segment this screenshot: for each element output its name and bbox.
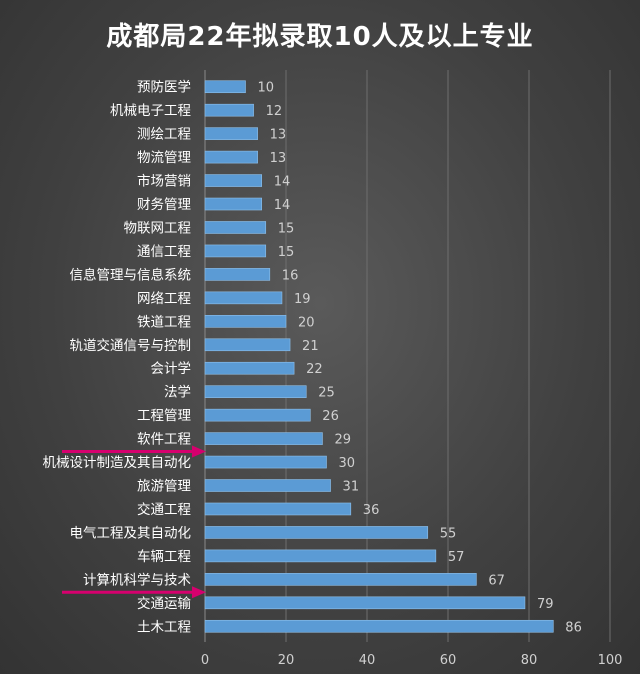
- data-label: 29: [334, 433, 351, 448]
- bar: [204, 174, 263, 187]
- bar: [204, 385, 307, 398]
- data-label: 20: [298, 315, 315, 330]
- category-label: 通信工程: [137, 244, 191, 260]
- data-label: 16: [282, 268, 299, 283]
- data-label: 26: [322, 409, 339, 424]
- bar: [204, 197, 263, 211]
- data-label: 13: [270, 151, 287, 166]
- data-label: 15: [278, 221, 295, 236]
- category-label: 预防医学: [137, 80, 191, 96]
- highlight-arrowhead: [192, 445, 206, 458]
- category-label: 市场营销: [137, 173, 191, 190]
- bar: [204, 221, 267, 234]
- data-label: 10: [258, 81, 275, 96]
- data-label: 79: [537, 597, 554, 612]
- bar: [204, 80, 246, 94]
- x-tick-label: 60: [440, 653, 457, 668]
- bar: [204, 315, 287, 328]
- category-label: 车辆工程: [137, 548, 191, 565]
- bar: [204, 479, 331, 492]
- bar: [204, 338, 291, 352]
- data-label: 67: [488, 573, 505, 588]
- x-tick-label: 40: [359, 653, 376, 668]
- data-label: 22: [306, 362, 323, 377]
- data-label: 36: [363, 503, 380, 518]
- data-label: 19: [294, 292, 311, 307]
- x-tick-label: 100: [598, 653, 623, 668]
- bar: [204, 526, 429, 539]
- category-label: 旅游管理: [137, 479, 191, 495]
- highlight-arrowhead: [192, 586, 206, 599]
- bar: [204, 361, 295, 375]
- category-label: 财务管理: [137, 197, 191, 213]
- bar: [204, 549, 437, 563]
- data-label: 30: [339, 456, 356, 471]
- category-label: 计算机科学与技术: [83, 572, 191, 588]
- category-label: 轨道交通信号与控制: [70, 337, 192, 354]
- category-label: 物流管理: [137, 150, 191, 166]
- category-label: 网络工程: [137, 291, 191, 307]
- category-label: 电气工程及其自动化: [70, 525, 192, 541]
- category-label: 工程管理: [137, 408, 191, 424]
- bar: [204, 408, 311, 422]
- data-label: 13: [270, 128, 287, 143]
- bar: [204, 502, 352, 516]
- data-label: 86: [565, 620, 582, 635]
- bar: [204, 268, 271, 281]
- data-label: 21: [302, 339, 319, 354]
- bar: [204, 291, 283, 305]
- category-label: 法学: [164, 385, 191, 401]
- category-label: 交通工程: [137, 501, 191, 518]
- category-label: 交通运输: [137, 595, 191, 612]
- category-label: 铁道工程: [137, 314, 191, 330]
- data-label: 14: [274, 198, 291, 213]
- category-label: 测绘工程: [137, 127, 191, 143]
- bar: [204, 432, 323, 445]
- bar: [204, 150, 258, 164]
- data-label: 57: [448, 550, 465, 565]
- x-tick-label: 20: [278, 653, 295, 668]
- bar: [204, 244, 267, 258]
- data-label: 14: [274, 175, 291, 190]
- bar: [204, 455, 327, 469]
- category-label: 机械设计制造及其自动化: [43, 455, 192, 471]
- data-label: 15: [278, 245, 295, 260]
- category-label: 土木工程: [137, 619, 191, 635]
- category-label: 软件工程: [137, 432, 191, 448]
- data-label: 31: [343, 480, 360, 495]
- bar: [204, 573, 477, 586]
- bar: [204, 619, 554, 633]
- category-label: 机械电子工程: [110, 103, 191, 119]
- category-label: 信息管理与信息系统: [70, 266, 192, 283]
- data-label: 55: [440, 526, 457, 541]
- x-tick-label: 0: [201, 653, 209, 668]
- x-tick-label: 80: [521, 653, 538, 668]
- category-label: 会计学: [151, 361, 192, 377]
- data-label: 25: [318, 386, 335, 401]
- category-label: 物联网工程: [124, 220, 192, 236]
- chart-title: 成都局22年拟录取10人及以上专业: [106, 22, 534, 52]
- bar: [204, 596, 526, 610]
- data-label: 12: [266, 104, 283, 119]
- bar: [204, 127, 258, 140]
- bar: [204, 103, 254, 117]
